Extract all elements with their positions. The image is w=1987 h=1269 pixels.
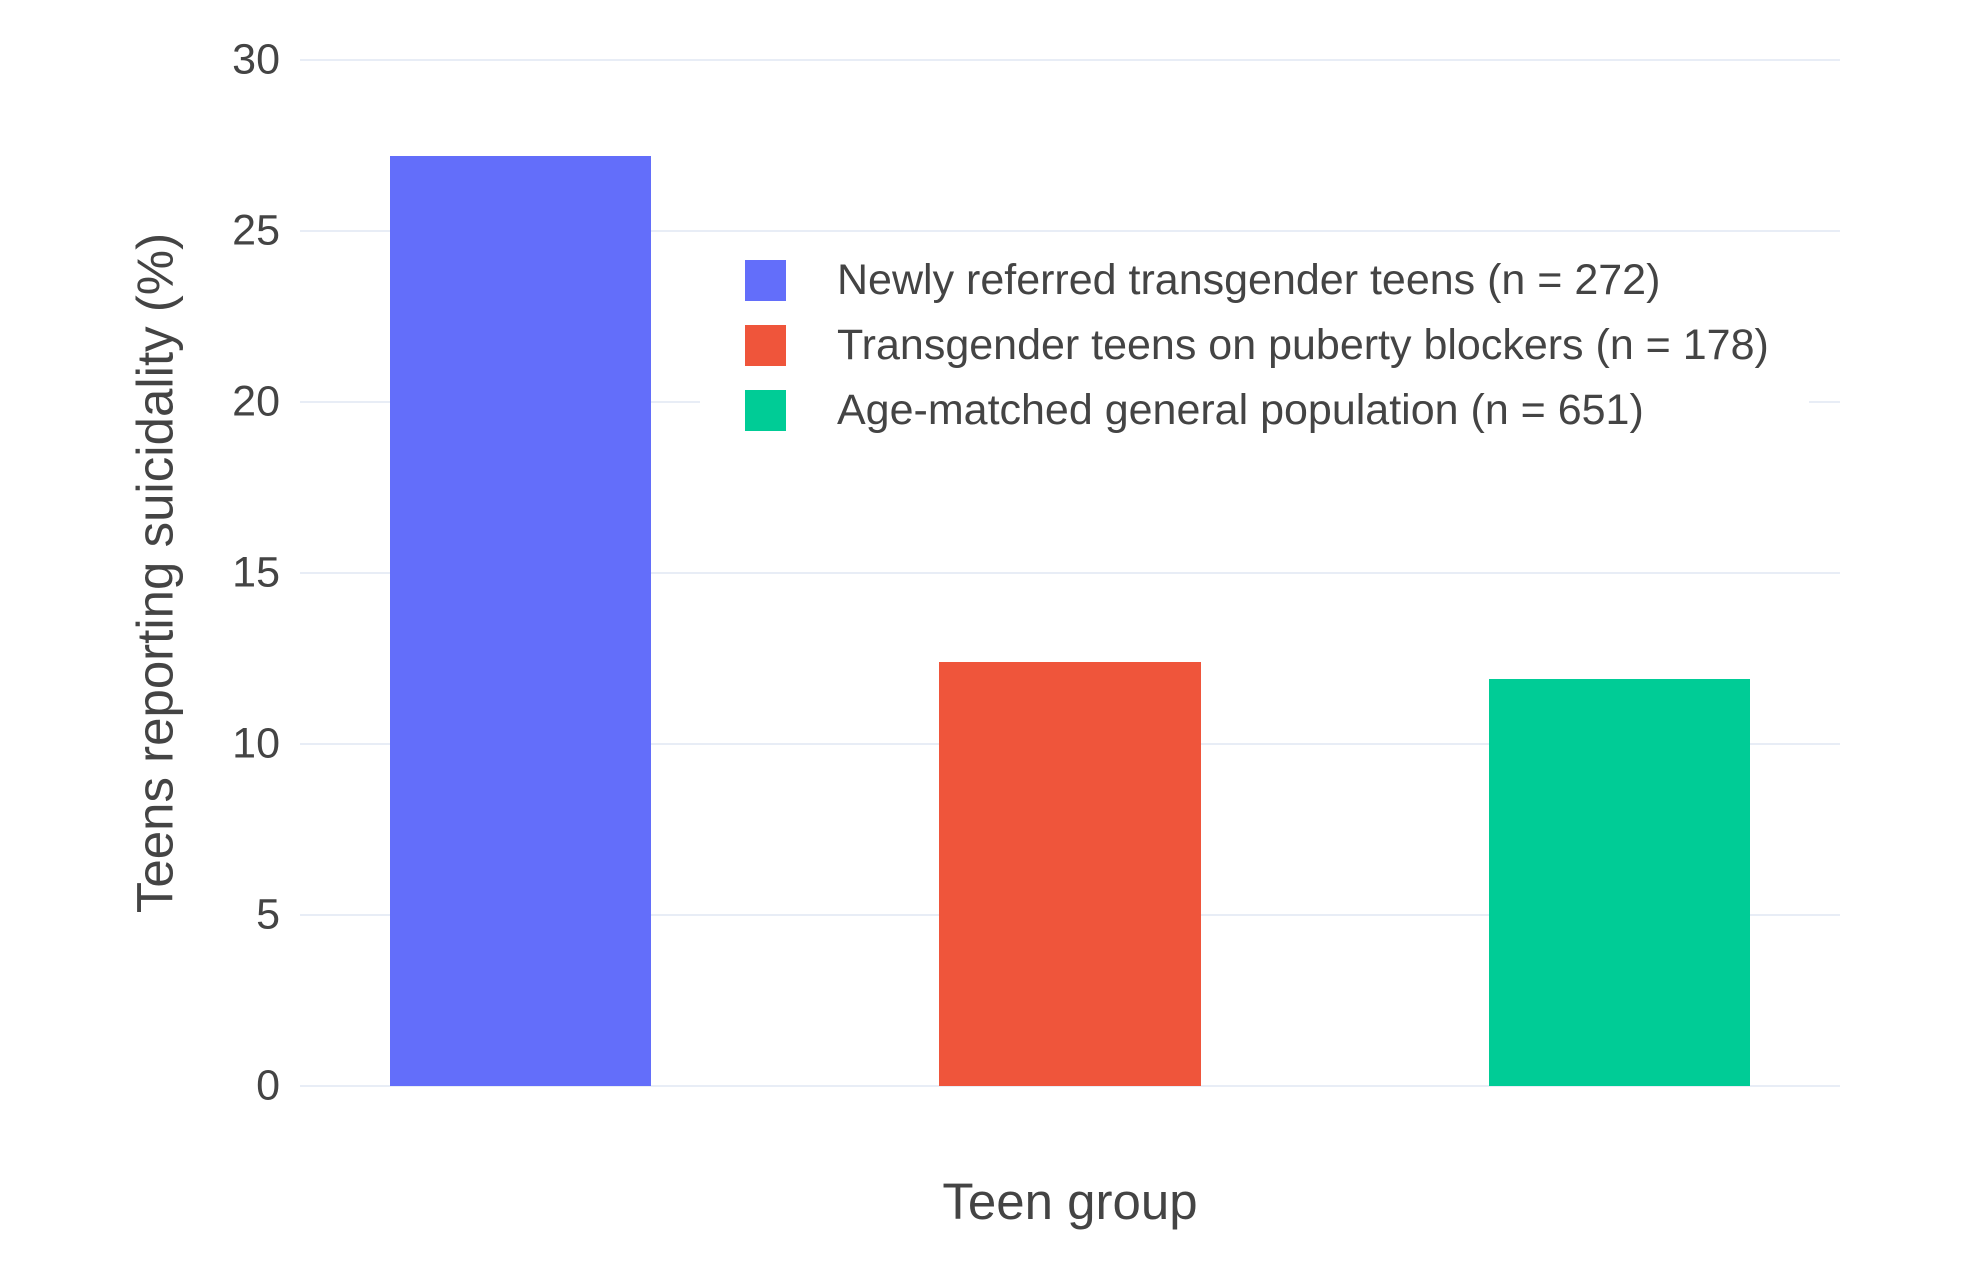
legend-swatch-icon: [745, 260, 786, 301]
y-tick-label-10: 10: [232, 719, 280, 768]
legend-item-transgender-teens-on-puberty-blockers[interactable]: Transgender teens on puberty blockers (n…: [745, 321, 1769, 369]
legend-label: Newly referred transgender teens (n = 27…: [837, 256, 1661, 304]
gridline-25: [300, 230, 1840, 232]
plot-area: [300, 59, 1840, 1087]
legend-label: Transgender teens on puberty blockers (n…: [837, 321, 1769, 369]
bar-transgender-teens-on-puberty-blockers[interactable]: [939, 661, 1201, 1086]
y-tick-label-30: 30: [232, 35, 280, 84]
x-axis-title: Teen group: [942, 1173, 1198, 1230]
legend-item-age-matched-general-population[interactable]: Age-matched general population (n = 651): [745, 386, 1769, 434]
bar-newly-referred-transgender-teens[interactable]: [389, 155, 651, 1086]
gridline-30: [300, 59, 1840, 61]
legend-label: Age-matched general population (n = 651): [837, 386, 1644, 434]
legend: Newly referred transgender teens (n = 27…: [700, 238, 1809, 453]
y-axis-tick-labels: 0 5 10 15 20 25 30: [0, 0, 280, 1269]
legend-swatch-icon: [745, 325, 786, 366]
y-tick-label-0: 0: [256, 1061, 280, 1110]
y-tick-label-20: 20: [232, 377, 280, 426]
y-tick-label-5: 5: [256, 890, 280, 939]
gridline-0: [300, 1085, 1840, 1087]
legend-swatch-icon: [745, 390, 786, 431]
legend-item-newly-referred-transgender-teens[interactable]: Newly referred transgender teens (n = 27…: [745, 256, 1769, 304]
bar-age-matched-general-population[interactable]: [1489, 679, 1751, 1086]
gridline-15: [300, 572, 1840, 574]
y-tick-label-25: 25: [232, 206, 280, 255]
y-tick-label-15: 15: [232, 548, 280, 597]
